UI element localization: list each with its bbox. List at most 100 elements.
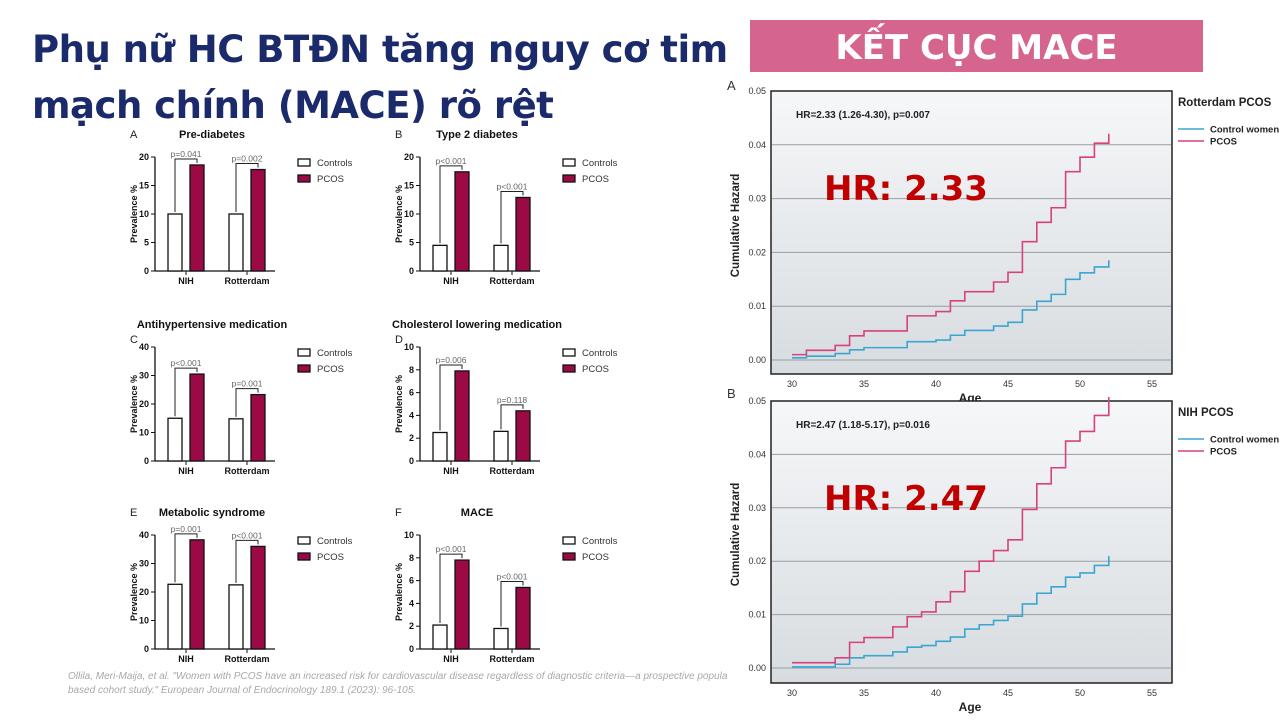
x-tick-label: Rotterdam <box>224 654 269 664</box>
x-tick-label: Rotterdam <box>224 466 269 476</box>
legend-title: NIH PCOS <box>1178 407 1234 419</box>
step-line-control <box>792 556 1110 668</box>
y-tick-label: 10 <box>404 342 414 352</box>
legend-label-pcos: PCOS <box>1210 137 1237 148</box>
y-tick-label: 0 <box>409 266 414 276</box>
bar-chart-e: Metabolic syndrome E Prevalence % 0 10 20 30 40… <box>129 507 353 664</box>
legend-pcos-label: PCOS <box>317 174 344 185</box>
y-tick-label: 0.01 <box>748 301 766 311</box>
legend-pcos-swatch <box>297 364 311 373</box>
y-tick-label: 10 <box>404 209 414 219</box>
y-tick-label: 15 <box>404 181 414 191</box>
significance-bracket <box>439 364 463 431</box>
p-value-label: p<0.001 <box>232 530 263 540</box>
y-tick-label: 10 <box>139 616 149 626</box>
y-tick-label: 2 <box>409 621 414 631</box>
bar-pcos-nih <box>189 164 205 272</box>
y-tick-label: 6 <box>409 388 414 398</box>
y-axis-label: Prevalence % <box>129 185 139 243</box>
y-tick-label: 2 <box>409 433 414 443</box>
section-banner: KẾT CỤC MACE <box>750 20 1203 72</box>
significance-bracket <box>439 165 463 244</box>
bar-chart-b: Type 2 diabetes B Prevalence % 0 5 10 15 20 NIH p… <box>394 129 618 286</box>
bar-controls-nih <box>432 624 448 650</box>
x-tick-label: 55 <box>1147 379 1157 389</box>
bar-pcos-rotterdam <box>250 393 266 462</box>
legend-label-pcos: PCOS <box>1210 447 1237 458</box>
y-tick-label: 20 <box>139 152 149 162</box>
x-tick-label: 35 <box>859 379 869 389</box>
title-line-2: mạch chính (MACE) rõ rệt <box>32 84 554 127</box>
y-tick-label: 0 <box>144 266 149 276</box>
legend-label-control: Control women <box>1210 435 1279 446</box>
bar-controls-nih <box>167 417 183 462</box>
significance-bracket <box>174 158 198 212</box>
x-tick-label: 40 <box>931 688 941 698</box>
legend-pcos-label: PCOS <box>317 552 344 563</box>
panel-letter: D <box>395 334 403 346</box>
bar-pcos-rotterdam <box>250 545 266 650</box>
bar-controls-rotterdam <box>493 430 509 462</box>
legend-controls-swatch <box>562 348 576 357</box>
bar-chart-title: Type 2 diabetes <box>436 129 518 141</box>
y-tick-label: 0.04 <box>748 140 766 150</box>
panel-letter: B <box>395 129 402 141</box>
y-tick-label: 20 <box>404 152 414 162</box>
title-line-1: Phụ nữ HC BTĐN tăng nguy cơ tim <box>32 28 728 71</box>
legend-controls-label: Controls <box>317 348 353 359</box>
y-tick-label: 5 <box>144 238 149 248</box>
x-tick-label: 45 <box>1003 379 1013 389</box>
y-tick-label: 15 <box>139 181 149 191</box>
bar-controls-rotterdam <box>228 213 244 272</box>
y-tick-label: 0.01 <box>748 610 766 620</box>
legend-pcos-label: PCOS <box>317 364 344 375</box>
legend-controls-label: Controls <box>582 536 618 547</box>
legend-controls-label: Controls <box>582 348 618 359</box>
legend-pcos-swatch <box>562 552 576 561</box>
legend-pcos-label: PCOS <box>582 174 609 185</box>
hr-annotation: HR=2.47 (1.18-5.17), p=0.016 <box>796 420 930 431</box>
y-tick-label: 0 <box>409 644 414 654</box>
legend-controls-swatch <box>297 348 311 357</box>
bar-controls-nih <box>167 213 183 272</box>
bar-pcos-rotterdam <box>515 410 531 462</box>
legend-pcos-swatch <box>562 174 576 183</box>
significance-bracket <box>235 163 259 212</box>
x-tick-label: NIH <box>178 654 194 664</box>
bar-chart-c: Antihypertensive medication C Prevalence %… <box>129 319 353 476</box>
plot-frame <box>770 90 1173 375</box>
y-tick-label: 0.02 <box>748 247 766 257</box>
x-tick-label: Rotterdam <box>489 276 534 286</box>
p-value-label: p<0.001 <box>171 358 202 368</box>
y-axis-label: Cumulative Hazard <box>730 483 742 587</box>
y-tick-label: 0.04 <box>748 449 766 459</box>
p-value-label: p=0.041 <box>171 149 202 159</box>
y-tick-label: 6 <box>409 576 414 586</box>
bar-controls-rotterdam <box>228 418 244 462</box>
bar-pcos-nih <box>454 559 470 650</box>
x-tick-label: NIH <box>443 276 459 286</box>
y-axis-label: Prevalence % <box>129 375 139 433</box>
km-chart-b: B 0.00 0.01 0.02 0.03 0.04 0.05 30 35 40 45 50 55 Age… <box>727 386 1279 714</box>
legend-pcos-swatch <box>562 364 576 373</box>
y-tick-label: 0.03 <box>748 194 766 204</box>
y-tick-label: 0.05 <box>748 86 766 96</box>
p-value-label: p=0.118 <box>497 395 528 405</box>
y-tick-label: 0.00 <box>748 663 766 673</box>
bar-controls-nih <box>432 431 448 462</box>
y-tick-label: 30 <box>139 559 149 569</box>
significance-bracket <box>174 533 198 583</box>
panel-letter: C <box>130 334 138 346</box>
significance-bracket <box>174 367 198 417</box>
legend-pcos-swatch <box>297 552 311 561</box>
y-tick-label: 20 <box>139 587 149 597</box>
y-tick-label: 10 <box>139 209 149 219</box>
significance-bracket <box>500 190 524 244</box>
y-axis-label: Prevalence % <box>394 375 404 433</box>
legend-controls-swatch <box>562 536 576 545</box>
panel-letter: A <box>130 129 138 141</box>
legend-controls-label: Controls <box>582 158 618 169</box>
step-line-control <box>792 260 1110 359</box>
hr-annotation: HR=2.33 (1.26-4.30), p=0.007 <box>796 110 930 121</box>
bar-chart-title: Pre-diabetes <box>179 129 245 141</box>
